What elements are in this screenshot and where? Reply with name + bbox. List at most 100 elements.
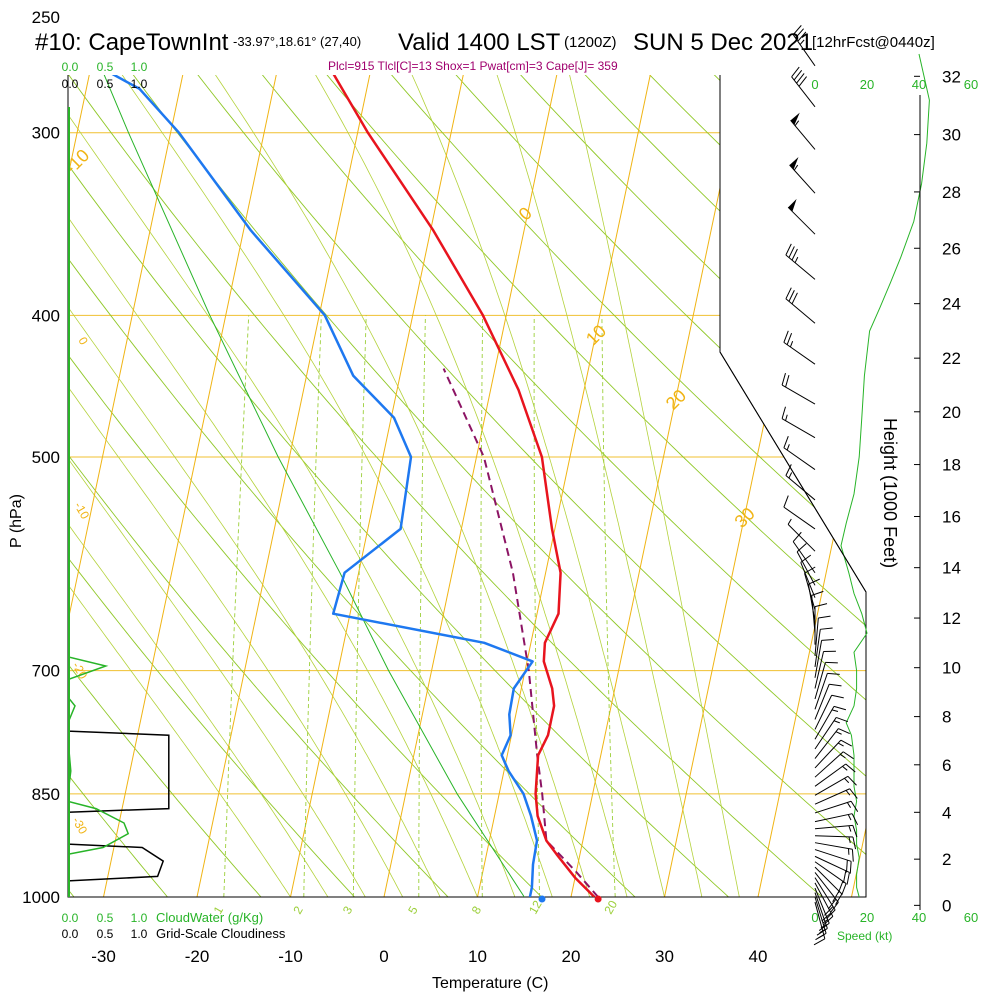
wind-barb-feather	[808, 578, 820, 585]
wind-barb-feather	[846, 872, 850, 885]
wind-barb	[814, 705, 847, 740]
isotherm-label: 0	[515, 203, 536, 224]
wind-barb-feather	[786, 332, 793, 345]
height-tick-label: 16	[942, 508, 961, 527]
wind-barb-half-feather	[847, 814, 852, 821]
height-tick-label: 6	[942, 756, 951, 775]
wind-barb-staff	[814, 901, 826, 939]
valid-time: Valid 1400 LST	[398, 29, 561, 56]
wind-barb-feather	[796, 73, 805, 84]
wind-barb-feather	[840, 739, 852, 747]
wind-barb	[814, 763, 856, 787]
wind-barb-feather	[804, 566, 816, 574]
pressure-tick-label: 500	[32, 448, 60, 467]
dry-adiabat	[68, 75, 455, 897]
wind-barb	[783, 330, 816, 365]
bottom-speed-scale: 40	[912, 910, 926, 925]
wind-barb-feather	[796, 543, 807, 553]
isotherm-line	[0, 17, 8, 897]
wind-barb-staff	[814, 882, 834, 917]
wind-barb-feather	[798, 76, 807, 87]
wind-barb-feather	[852, 836, 857, 850]
cloudwater-label: CloudWater (g/Kg)	[156, 910, 263, 925]
cloudiness-label: Grid-Scale Cloudiness	[156, 926, 286, 941]
wind-barb	[814, 716, 849, 750]
wind-barb-feather	[785, 287, 792, 300]
wind-barb	[796, 543, 816, 586]
wind-barb-feather	[845, 860, 848, 873]
surface-dewpoint-dot	[538, 895, 546, 903]
wind-barb-feather	[785, 243, 792, 256]
pressure-tick-label: 400	[32, 306, 60, 325]
moist-adiabat	[68, 75, 478, 897]
wind-barb-staff	[787, 206, 816, 235]
dry-adiabat	[68, 75, 643, 897]
wind-barb	[785, 243, 816, 280]
wind-barb	[785, 464, 816, 501]
plot-frame	[67, 75, 867, 898]
wind-barb-feather	[795, 28, 804, 39]
isotherm-label: 20	[662, 385, 690, 413]
wind-barb	[814, 694, 844, 730]
plot-boundary-slant	[719, 351, 867, 593]
wind-barb-feather	[826, 909, 836, 920]
wind-barb-staff	[814, 673, 828, 710]
wind-barb-half-feather	[794, 256, 799, 263]
bottom-cloudiness-scale: 1.0	[131, 927, 148, 941]
pressure-tick-label: 250	[32, 8, 60, 27]
wind-barb-feather	[835, 893, 843, 905]
wind-barb-feather	[821, 639, 834, 641]
mixing-ratio-label: 20	[601, 898, 620, 917]
top-speed-scale: 40	[912, 77, 926, 92]
wind-barb-half-feather	[848, 825, 852, 832]
wind-barb-pennant	[788, 198, 797, 212]
wind-barb-staff	[814, 739, 842, 769]
wind-barb-feather	[791, 66, 800, 78]
wind-barb-feather	[783, 330, 789, 343]
wind-barb-feather	[785, 464, 792, 476]
wind-barb-feather	[833, 705, 847, 711]
wind-barb-staff	[814, 684, 830, 720]
wind-barb-feather	[823, 916, 834, 926]
wind-barb-half-feather	[793, 164, 799, 171]
isotherm-line	[68, 75, 102, 897]
height-tick-label: 0	[942, 896, 951, 915]
wind-barb	[814, 849, 852, 874]
bottom-speed-scale: 60	[964, 910, 978, 925]
wind-barb	[814, 855, 850, 885]
wind-barb-staff	[814, 775, 849, 796]
wind-barb	[814, 683, 842, 720]
pressure-tick-label: 700	[32, 662, 60, 681]
mixing-ratio-line	[352, 315, 367, 897]
height-tick-label: 8	[942, 708, 951, 727]
wind-barb	[787, 198, 816, 235]
moist-adiabat	[68, 77, 366, 897]
station-coords: -33.97°,18.61° (27,40)	[233, 34, 361, 49]
wind-barb-staff	[791, 76, 816, 108]
wind-barb	[789, 156, 816, 194]
surface-temperature-dot	[594, 895, 602, 903]
bottom-cloudiness-scale: 0.5	[97, 927, 114, 941]
wind-barb-half-feather	[799, 39, 805, 45]
cloudiness-profile	[68, 705, 170, 882]
wind-barb-feather	[838, 728, 850, 735]
wind-barb	[814, 824, 858, 838]
isotherm-edge-label: 0	[75, 335, 91, 348]
wind-barb-feather	[832, 890, 840, 903]
wind-barb-feather	[781, 373, 786, 386]
wind-barb-staff	[814, 866, 843, 895]
height-axis-title: Height (1000 Feet)	[880, 418, 900, 568]
height-tick-label: 2	[942, 850, 951, 869]
isotherm-line	[383, 75, 570, 897]
wind-barb-feather	[827, 672, 840, 675]
wind-barb-staff	[783, 506, 816, 530]
wind-barb	[814, 800, 859, 814]
height-tick-label: 22	[942, 349, 961, 368]
isotherm-line	[68, 75, 196, 897]
height-tick-label: 10	[942, 659, 961, 678]
wind-barb-staff	[814, 800, 852, 814]
moist-adiabat	[176, 75, 591, 897]
mixing-ratio-line	[418, 315, 426, 897]
wind-barb-half-feather	[822, 919, 829, 924]
